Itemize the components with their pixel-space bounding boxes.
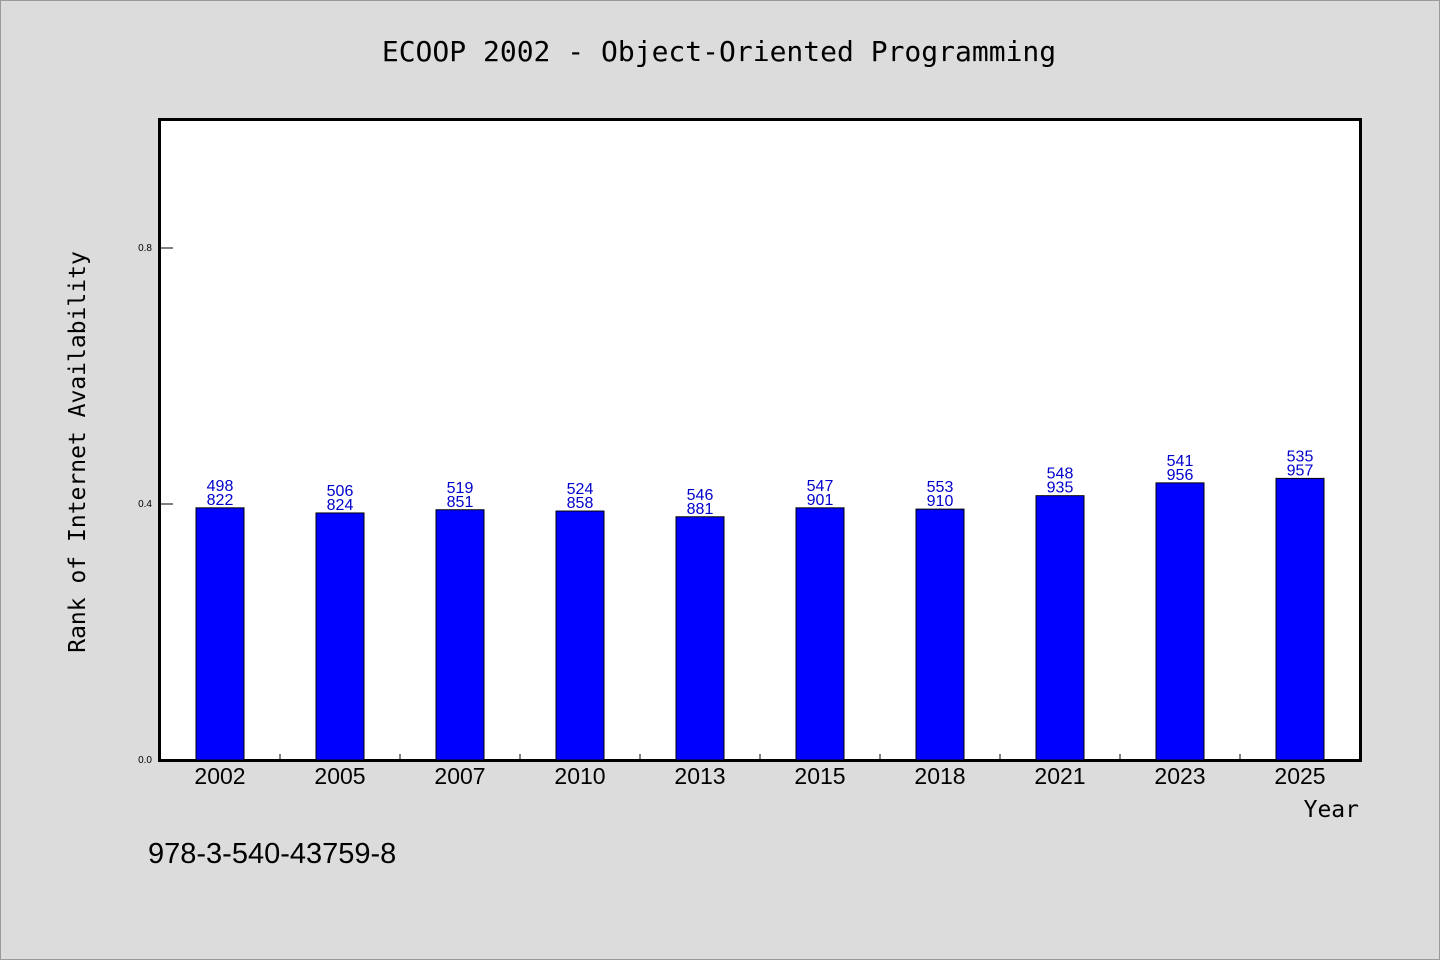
bar: [435, 509, 485, 761]
data-label-bottom: 935: [1047, 480, 1074, 497]
y-tick-label: 0.4: [138, 499, 152, 510]
data-label-top: 553: [927, 479, 954, 496]
bar: [795, 507, 845, 761]
data-label-top: 498: [207, 478, 234, 495]
data-label-top: 541: [1167, 453, 1194, 470]
x-tick-label: 2005: [314, 763, 365, 789]
isbn-text: 978-3-540-43759-8: [148, 838, 396, 870]
bar: [315, 512, 365, 761]
bar: [1155, 482, 1205, 761]
bar: [675, 516, 725, 761]
bar: [1035, 495, 1085, 761]
data-label-top: 535: [1287, 448, 1314, 465]
bar: [555, 510, 605, 761]
bar: [195, 507, 245, 761]
data-label-bottom: 858: [567, 495, 594, 512]
data-label-bottom: 910: [927, 493, 954, 510]
x-axis-label: Year: [1304, 797, 1359, 823]
x-tick-label: 2010: [554, 763, 605, 789]
data-label-bottom: 901: [807, 492, 834, 509]
data-label-bottom: 956: [1167, 467, 1194, 484]
data-label-top: 546: [687, 487, 714, 504]
x-tick-label: 2021: [1034, 763, 1085, 789]
x-tick-label: 2023: [1154, 763, 1205, 789]
bar: [915, 508, 965, 761]
x-tick-label: 2007: [434, 763, 485, 789]
x-tick-label: 2018: [914, 763, 965, 789]
data-label-bottom: 851: [447, 494, 474, 511]
ticks-layer: 0.0 0.4 0.8 2002 2005 2007 2010 2013 2015 2018 202…: [138, 243, 1325, 789]
data-label-top: 506: [327, 483, 354, 500]
data-label-bottom: 824: [327, 497, 354, 514]
y-tick-label: 0.0: [138, 755, 152, 766]
y-tick-label: 0.8: [138, 243, 152, 254]
data-label-top: 519: [447, 480, 474, 497]
data-label-bottom: 881: [687, 501, 714, 518]
data-label-top: 548: [1047, 466, 1074, 483]
data-label-top: 547: [807, 478, 834, 495]
x-tick-label: 2025: [1274, 763, 1325, 789]
data-label-bottom: 822: [207, 492, 234, 509]
x-tick-label: 2002: [194, 763, 245, 789]
x-tick-label: 2015: [794, 763, 845, 789]
data-label-bottom: 957: [1287, 462, 1314, 479]
y-axis-label: Rank of Internet Availability: [65, 251, 91, 653]
bar: [1275, 477, 1325, 761]
data-label-top: 524: [567, 481, 594, 498]
chart-title: ECOOP 2002 - Object-Oriented Programming: [382, 35, 1056, 68]
bars-layer: [195, 477, 1325, 761]
x-tick-label: 2013: [674, 763, 725, 789]
